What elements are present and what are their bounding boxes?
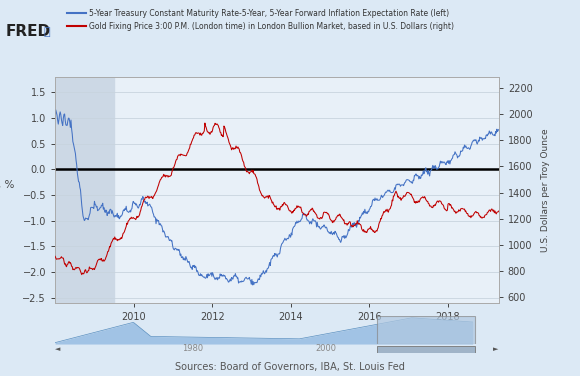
Text: ►: ► [494, 346, 499, 352]
Y-axis label: U.S. Dollars per Troy Ounce: U.S. Dollars per Troy Ounce [541, 128, 550, 252]
Text: 2000: 2000 [316, 344, 336, 353]
Text: ◄: ◄ [55, 346, 60, 352]
Bar [55, 77, 114, 303]
Text: 1980: 1980 [182, 344, 203, 353]
Text: Gold Fixing Price 3:00 P.M. (London time) in London Bullion Market, based in U.S: Gold Fixing Price 3:00 P.M. (London time… [89, 22, 454, 31]
Text: |||: ||| [423, 347, 429, 352]
Text: Sources: Board of Governors, IBA, St. Louis Fed: Sources: Board of Governors, IBA, St. Lo… [175, 362, 405, 372]
Text: 5-Year Treasury Constant Maturity Rate-5-Year, 5-Year Forward Inflation Expectat: 5-Year Treasury Constant Maturity Rate-5… [89, 9, 449, 18]
Y-axis label: %, %: %, % [0, 180, 15, 190]
Text: FRED: FRED [6, 24, 51, 39]
Bar [377, 316, 475, 344]
Text: 〜: 〜 [44, 27, 50, 37]
Bar [377, 346, 475, 353]
